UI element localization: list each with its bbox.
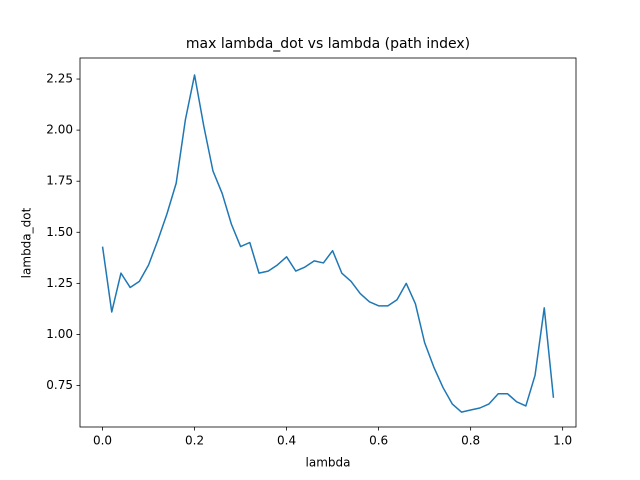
chart-title: max lambda_dot vs lambda (path index): [186, 36, 470, 52]
y-tick-label: 2.00: [46, 123, 73, 137]
plot-frame: [79, 57, 577, 428]
x-tick-label: 0.8: [461, 434, 480, 448]
x-tick-label: 0.0: [93, 434, 112, 448]
data-line: [101, 74, 555, 413]
y-tick-label: 2.25: [46, 72, 73, 86]
x-tick-label: 0.6: [369, 434, 388, 448]
y-tick-label: 1.50: [46, 225, 73, 239]
y-tick-label: 1.25: [46, 276, 73, 290]
y-tick-label: 1.75: [46, 174, 73, 188]
x-tick-label: 1.0: [553, 434, 572, 448]
y-tick-label: 1.00: [46, 327, 73, 341]
y-tick-label: 0.75: [46, 378, 73, 392]
x-tick-label: 0.4: [277, 434, 296, 448]
x-axis-label: lambda: [306, 456, 351, 470]
y-axis-label: lambda_dot: [20, 207, 34, 278]
x-tick-label: 0.2: [185, 434, 204, 448]
